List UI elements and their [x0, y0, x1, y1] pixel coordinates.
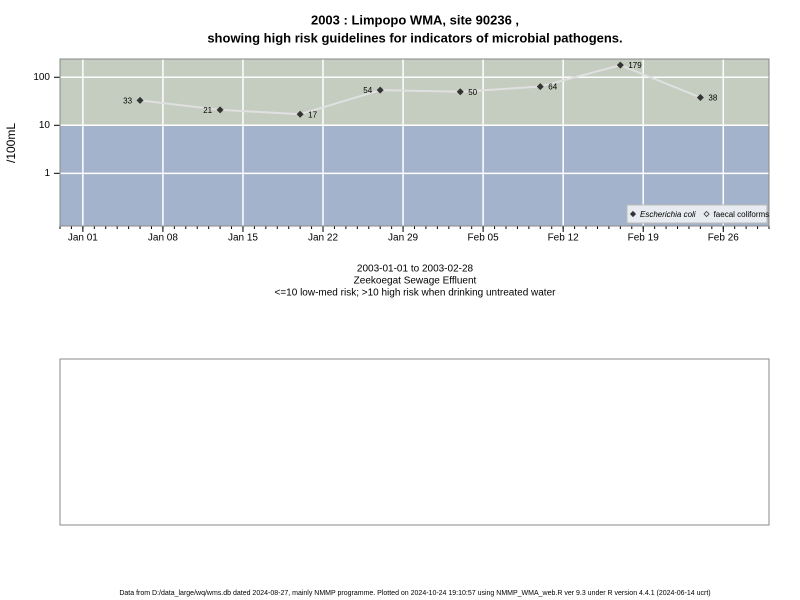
- x-tick-label: Jan 08: [148, 233, 178, 244]
- data-label: 50: [468, 88, 477, 97]
- chart-title: 2003 : Limpopo WMA, site 90236 ,: [311, 12, 519, 27]
- x-tick-label: Feb 26: [708, 233, 740, 244]
- legend-label: faecal coliforms: [714, 210, 770, 219]
- chart-subtitle: showing high risk guidelines for indicat…: [207, 30, 622, 45]
- data-point: [696, 93, 704, 101]
- data-point: [536, 83, 544, 91]
- empty-panel: [59, 358, 770, 526]
- data-label: 38: [708, 94, 717, 103]
- y-axis-label: /100mL: [4, 123, 18, 163]
- x-tick-label: Feb 19: [628, 233, 660, 244]
- x-tick-label: Jan 22: [308, 233, 338, 244]
- high-risk-band: [60, 59, 769, 126]
- x-tick-label: Feb 05: [468, 233, 500, 244]
- data-point: [616, 61, 624, 69]
- x-tick-label: Jan 15: [228, 233, 258, 244]
- legend-label: Escherichia coli: [640, 210, 696, 219]
- legend-box: [626, 204, 768, 224]
- x-tick-label: Feb 12: [548, 233, 580, 244]
- data-label: 64: [548, 83, 557, 92]
- note: Zeekoegat Sewage Effluent: [354, 276, 477, 287]
- y-tick-label: 10: [39, 120, 51, 131]
- y-tick-label: 1: [44, 168, 50, 179]
- series-line: [139, 64, 701, 116]
- legend-marker: [703, 210, 710, 218]
- data-point: [216, 106, 224, 114]
- data-label: 33: [123, 96, 132, 105]
- data-label: 54: [363, 86, 372, 95]
- x-tick-label: Jan 01: [68, 233, 98, 244]
- x-tick-label: Jan 29: [388, 233, 418, 244]
- data-label: 21: [203, 106, 212, 115]
- legend-marker: [629, 210, 637, 218]
- data-label: 17: [308, 110, 317, 119]
- data-point: [296, 110, 304, 118]
- y-tick-label: 100: [33, 72, 50, 83]
- data-point: [136, 96, 144, 104]
- data-point: [456, 88, 464, 96]
- data-point: [376, 86, 384, 94]
- note: <=10 low-med risk; >10 high risk when dr…: [275, 288, 557, 299]
- footer: Data from D:/data_large/wq/wms.db dated …: [119, 590, 710, 597]
- plot-frame: [59, 58, 770, 227]
- note: 2003-01-01 to 2003-02-28: [357, 264, 474, 275]
- data-label: 179: [628, 61, 642, 70]
